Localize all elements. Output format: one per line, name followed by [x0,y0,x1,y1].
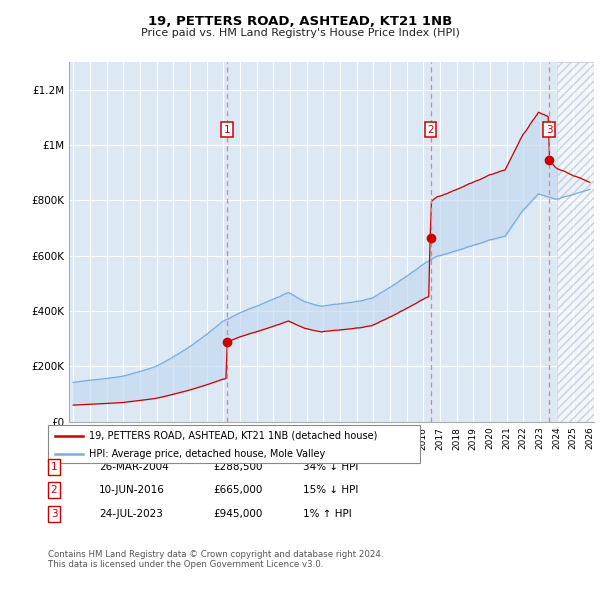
Text: 19, PETTERS ROAD, ASHTEAD, KT21 1NB: 19, PETTERS ROAD, ASHTEAD, KT21 1NB [148,15,452,28]
Text: £665,000: £665,000 [213,486,262,495]
Text: 3: 3 [50,509,58,519]
Text: Price paid vs. HM Land Registry's House Price Index (HPI): Price paid vs. HM Land Registry's House … [140,28,460,38]
Text: 2: 2 [50,486,58,495]
Text: 1: 1 [224,124,230,135]
Text: 10-JUN-2016: 10-JUN-2016 [99,486,165,495]
Text: 26-MAR-2004: 26-MAR-2004 [99,462,169,471]
Text: HPI: Average price, detached house, Mole Valley: HPI: Average price, detached house, Mole… [89,448,325,458]
Text: 2: 2 [427,124,434,135]
Text: 3: 3 [546,124,553,135]
Text: 24-JUL-2023: 24-JUL-2023 [99,509,163,519]
Text: 1% ↑ HPI: 1% ↑ HPI [303,509,352,519]
Text: 1: 1 [50,462,58,471]
Text: 15% ↓ HPI: 15% ↓ HPI [303,486,358,495]
Bar [557,62,594,422]
Text: 19, PETTERS ROAD, ASHTEAD, KT21 1NB (detached house): 19, PETTERS ROAD, ASHTEAD, KT21 1NB (det… [89,431,377,441]
Text: £288,500: £288,500 [213,462,263,471]
Text: Contains HM Land Registry data © Crown copyright and database right 2024.
This d: Contains HM Land Registry data © Crown c… [48,550,383,569]
Text: £945,000: £945,000 [213,509,262,519]
Text: 34% ↓ HPI: 34% ↓ HPI [303,462,358,471]
